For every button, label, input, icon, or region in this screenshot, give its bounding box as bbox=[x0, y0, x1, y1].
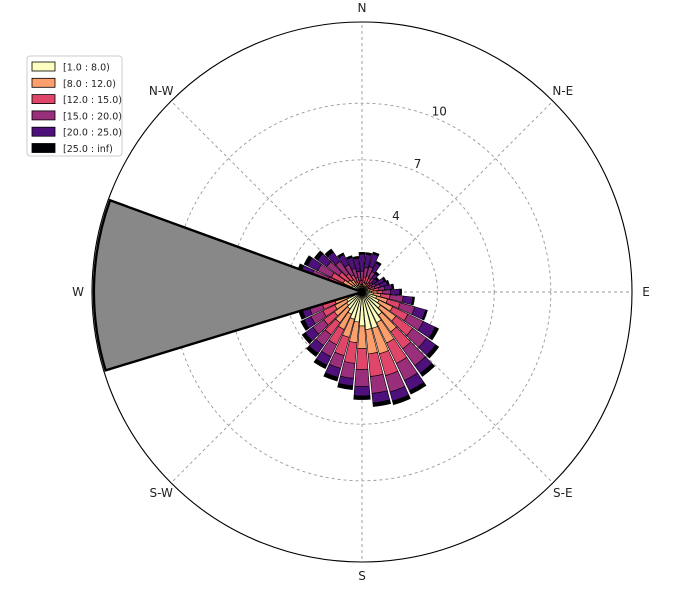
bar-sector-90-bin-5 bbox=[389, 288, 401, 296]
bar-sector-150-bin-6 bbox=[408, 381, 427, 395]
bar-sector-140-bin-6 bbox=[419, 363, 436, 377]
legend-label: [8.0 : 12.0) bbox=[63, 79, 116, 90]
direction-label-w: W bbox=[72, 285, 84, 299]
bar-sector-180-bin-5 bbox=[353, 385, 371, 397]
bar-sector-60-bin-6 bbox=[381, 276, 387, 282]
direction-label-s-e: S-E bbox=[553, 486, 573, 500]
legend-swatch bbox=[31, 110, 56, 121]
bar-sector-180-bin-4 bbox=[354, 368, 370, 387]
legend-label: [1.0 : 8.0) bbox=[63, 63, 110, 74]
legend-swatch bbox=[31, 94, 56, 104]
grid-spoke-s-w bbox=[170, 291, 363, 484]
bar-sector-90-bin-4 bbox=[382, 289, 391, 295]
bar-sector-70-bin-6 bbox=[385, 279, 390, 286]
grid-spoke-s-e bbox=[361, 291, 554, 484]
bar-sector-100-bin-6 bbox=[411, 296, 415, 306]
legend-label: [15.0 : 20.0) bbox=[63, 111, 122, 122]
outer-circle bbox=[91, 21, 633, 563]
direction-label-e: E bbox=[642, 285, 650, 299]
bar-sector-160-bin-6 bbox=[392, 394, 411, 406]
legend-label: [25.0 : inf) bbox=[63, 144, 113, 155]
bar-sector-220-bin-6 bbox=[306, 345, 319, 357]
direction-label-s-w: S-W bbox=[150, 486, 173, 500]
grid-spoke-n-e bbox=[361, 100, 554, 293]
legend-swatch bbox=[31, 61, 56, 72]
radial-tick-label: 4 bbox=[392, 209, 400, 223]
grid-spoke-n-w bbox=[170, 100, 363, 293]
bar-sector-90-bin-6 bbox=[399, 288, 402, 296]
direction-label-n-w: N-W bbox=[149, 84, 174, 98]
legend-swatch bbox=[31, 143, 56, 153]
legend: [1.0 : 8.0) [8.0 : 12.0) [12.0 : 15.0) [15.… bbox=[26, 55, 123, 157]
highlight-wedge bbox=[92, 198, 366, 372]
bar-sector-0-bin-6 bbox=[358, 252, 366, 255]
legend-swatch bbox=[31, 77, 56, 88]
bar-sector-90-bin-3 bbox=[376, 290, 384, 294]
bar-sector-190-bin-6 bbox=[337, 383, 354, 391]
bar-sector-340-bin-6 bbox=[346, 255, 353, 260]
bar-sector-170-bin-4 bbox=[369, 373, 388, 394]
bar-sector-350-bin-6 bbox=[352, 255, 360, 260]
bar-sector-240-bin-6 bbox=[300, 319, 310, 331]
bar-sector-330-bin-6 bbox=[337, 252, 345, 259]
legend-label: [12.0 : 15.0) bbox=[63, 95, 122, 106]
bar-sector-40-bin-6 bbox=[374, 271, 380, 277]
legend-swatch bbox=[31, 126, 56, 137]
bar-sector-50-bin-6 bbox=[375, 277, 380, 282]
bar-sector-30-bin-6 bbox=[375, 260, 382, 266]
outer-circle-group bbox=[91, 21, 633, 563]
direction-label-n-e: N-E bbox=[552, 84, 573, 98]
frequency-bars bbox=[295, 248, 440, 407]
direction-label-s: S bbox=[358, 569, 366, 583]
bar-sector-80-bin-6 bbox=[390, 283, 395, 290]
radial-tick-label: 7 bbox=[414, 157, 422, 171]
bar-sector-180-bin-3 bbox=[355, 348, 369, 370]
bar-sector-300-bin-6 bbox=[303, 255, 313, 267]
bar-sector-210-bin-6 bbox=[313, 358, 328, 370]
bar-sector-180-bin-6 bbox=[353, 395, 371, 400]
bar-sector-170-bin-6 bbox=[372, 399, 392, 407]
bar-sector-230-bin-6 bbox=[301, 332, 313, 344]
bar-sector-320-bin-6 bbox=[324, 248, 334, 258]
bar-sector-10-bin-6 bbox=[365, 252, 373, 256]
radial-tick-label: 10 bbox=[432, 105, 447, 119]
bar-sector-130-bin-6 bbox=[426, 344, 440, 359]
bar-sector-110-bin-6 bbox=[421, 309, 428, 321]
direction-label-n: N bbox=[358, 1, 367, 15]
bar-sector-200-bin-6 bbox=[323, 372, 339, 382]
bar-sector-190-bin-4 bbox=[340, 361, 356, 379]
highlight-wedge-group bbox=[92, 198, 366, 372]
bar-sector-20-bin-6 bbox=[372, 251, 380, 257]
bar-sector-120-bin-6 bbox=[428, 326, 440, 341]
legend-label: [20.0 : 25.0) bbox=[63, 128, 122, 139]
axis-labels: N N-E E S-E S S-W W N-W 4 7 10 bbox=[72, 1, 650, 583]
bar-sector-310-bin-6 bbox=[313, 250, 324, 261]
bar-sector-180-bin-2 bbox=[357, 325, 367, 349]
